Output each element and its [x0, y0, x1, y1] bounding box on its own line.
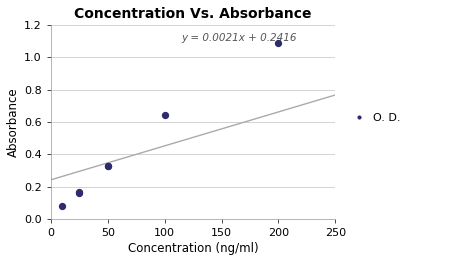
- Legend: O. D.: O. D.: [344, 108, 405, 127]
- Y-axis label: Absorbance: Absorbance: [7, 87, 20, 157]
- O. D.: [161, 113, 168, 117]
- O. D.: [275, 41, 283, 45]
- O. D.: [75, 190, 83, 194]
- Title: Concentration Vs. Absorbance: Concentration Vs. Absorbance: [74, 7, 312, 21]
- O. D.: [104, 164, 111, 168]
- O. D.: [58, 204, 66, 208]
- Text: y = 0.0021x + 0.2416: y = 0.0021x + 0.2416: [182, 33, 297, 43]
- O. D.: [75, 191, 83, 195]
- X-axis label: Concentration (ng/ml): Concentration (ng/ml): [128, 242, 258, 255]
- O. D.: [104, 163, 111, 168]
